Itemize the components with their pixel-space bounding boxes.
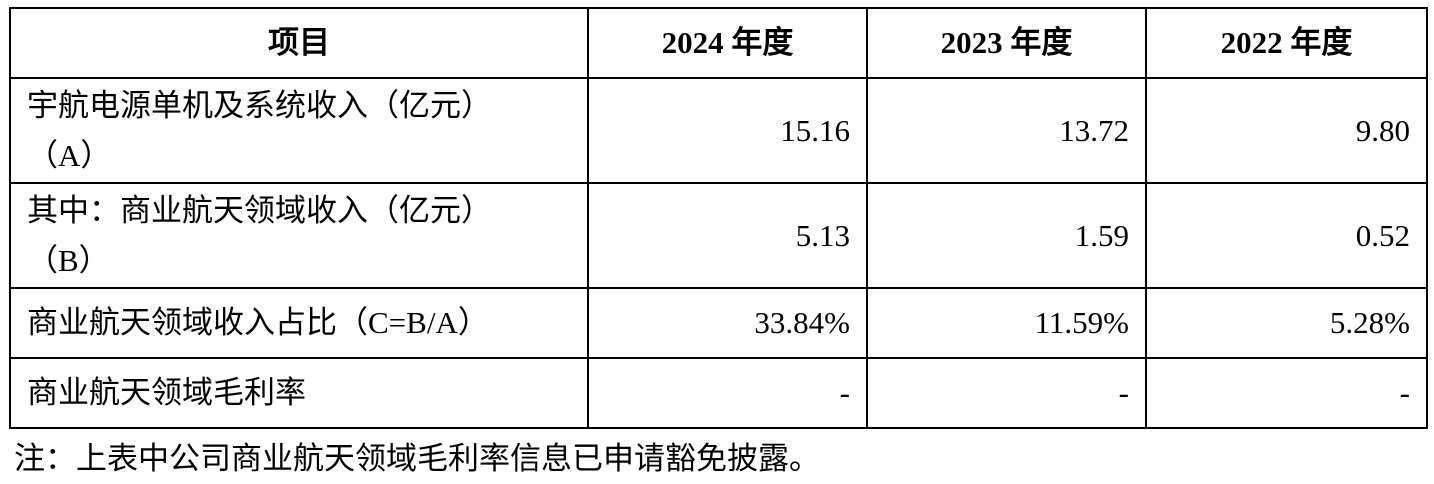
row-label: 宇航电源单机及系统收入（亿元）（A） — [9, 77, 589, 184]
value-cell: 11.59% — [866, 287, 1147, 359]
value-cell: 13.72 — [866, 77, 1147, 184]
header-cell: 2024 年度 — [587, 7, 868, 79]
value-cell: 5.13 — [587, 182, 868, 289]
value-cell: 5.28% — [1145, 287, 1428, 359]
value-cell: 0.52 — [1145, 182, 1428, 289]
row-label: 商业航天领域毛利率 — [9, 357, 589, 429]
table-body: 宇航电源单机及系统收入（亿元）（A） 15.16 13.72 9.80 其中：商业航天领… — [9, 77, 1428, 429]
row-label: 其中：商业航天领域收入（亿元）（B） — [9, 182, 589, 289]
table-row: 宇航电源单机及系统收入（亿元）（A） 15.16 13.72 9.80 — [9, 77, 1428, 184]
value-cell: - — [587, 357, 868, 429]
table-row: 商业航天领域收入占比（C=B/A） 33.84% 11.59% 5.28% — [9, 287, 1428, 359]
value-cell: - — [1145, 357, 1428, 429]
header-cell: 项目 — [9, 7, 589, 79]
table-row: 商业航天领域毛利率 - - - — [9, 357, 1428, 429]
header-cell: 2022 年度 — [1145, 7, 1428, 79]
data-table: 项目 2024 年度 2023 年度 2022 年度 宇航电源单机及系统收入（亿元）（… — [9, 7, 1428, 429]
table-row: 其中：商业航天领域收入（亿元）（B） 5.13 1.59 0.52 — [9, 182, 1428, 289]
note: 注：上表中公司商业航天领域毛利率信息已申请豁免披露。 — [14, 441, 820, 476]
value-cell: 9.80 — [1145, 77, 1428, 184]
value-cell: - — [866, 357, 1147, 429]
value-cell: 33.84% — [587, 287, 868, 359]
header-row: 项目 2024 年度 2023 年度 2022 年度 — [9, 7, 1428, 79]
value-cell: 1.59 — [866, 182, 1147, 289]
value-cell: 15.16 — [587, 77, 868, 184]
row-label: 商业航天领域收入占比（C=B/A） — [9, 287, 589, 359]
header-cell: 2023 年度 — [866, 7, 1147, 79]
